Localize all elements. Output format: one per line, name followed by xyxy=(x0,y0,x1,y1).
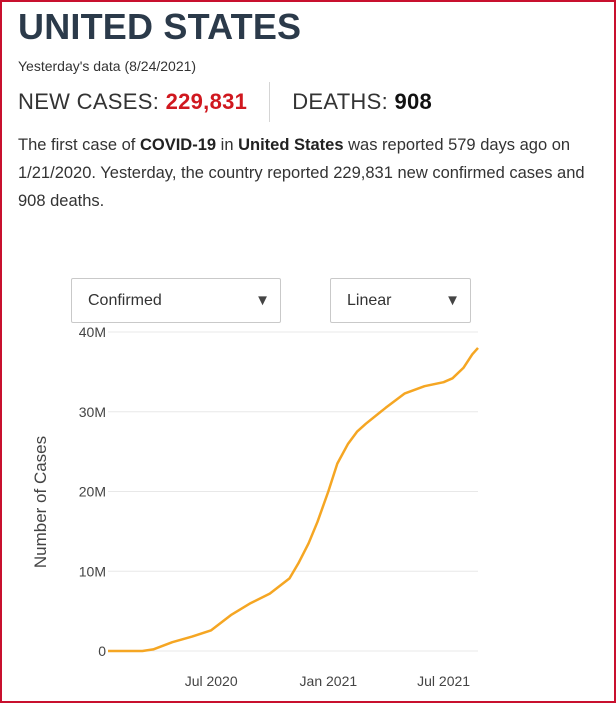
series-line xyxy=(108,347,479,653)
new-cases-label: NEW CASES: xyxy=(18,89,160,114)
new-cases-value: 229,831 xyxy=(165,89,248,114)
x-tick-label: Jul 2020 xyxy=(185,673,238,689)
y-tick-label: 20M xyxy=(79,484,106,500)
stats-divider xyxy=(269,82,271,122)
y-axis-label: Number of Cases xyxy=(31,436,50,568)
summary-paragraph: The first case of COVID-19 in United Sta… xyxy=(18,131,603,215)
new-cases-stat: NEW CASES: 229,831 xyxy=(18,89,247,115)
data-date: Yesterday's data (8/24/2021) xyxy=(18,58,197,74)
y-tick-label: 40M xyxy=(79,324,106,340)
stats-bar: NEW CASES: 229,831 DEATHS: 908 xyxy=(18,82,432,122)
summary-country: United States xyxy=(238,136,344,154)
dropdown-arrow-icon: ▼ xyxy=(445,292,460,309)
deaths-label: DEATHS: xyxy=(292,89,389,114)
chart-gridlines xyxy=(108,331,478,652)
y-tick-label: 10M xyxy=(79,563,106,579)
x-tick-label: Jul 2021 xyxy=(417,673,470,689)
metric-select-value: Confirmed xyxy=(88,291,162,309)
deaths-stat: DEATHS: 908 xyxy=(292,89,432,115)
page-title: UNITED STATES xyxy=(18,6,302,47)
summary-text-2: in xyxy=(216,136,239,154)
x-axis-ticks: Jul 2020 Jan 2021 Jul 2021 xyxy=(185,673,471,689)
y-axis-ticks: 0 10M 20M 30M 40M xyxy=(79,324,106,659)
cases-chart: 0 10M 20M 30M 40M Jul 2020 Jan 2021 Jul 2021 N… xyxy=(31,324,479,689)
summary-text-1: The first case of xyxy=(18,136,140,154)
dropdown-arrow-icon: ▼ xyxy=(255,292,270,309)
summary-disease: COVID-19 xyxy=(139,136,217,154)
metric-select[interactable]: Confirmed ▼ xyxy=(71,278,281,323)
deaths-value: 908 xyxy=(394,89,433,114)
summary-text-3: was reported 579 days ago on 1/21/2020. … xyxy=(18,136,585,210)
y-tick-label: 0 xyxy=(98,643,106,659)
scale-select[interactable]: Linear ▼ xyxy=(330,278,471,323)
y-tick-label: 30M xyxy=(79,404,106,420)
scale-select-value: Linear xyxy=(347,291,392,309)
x-tick-label: Jan 2021 xyxy=(300,673,358,689)
